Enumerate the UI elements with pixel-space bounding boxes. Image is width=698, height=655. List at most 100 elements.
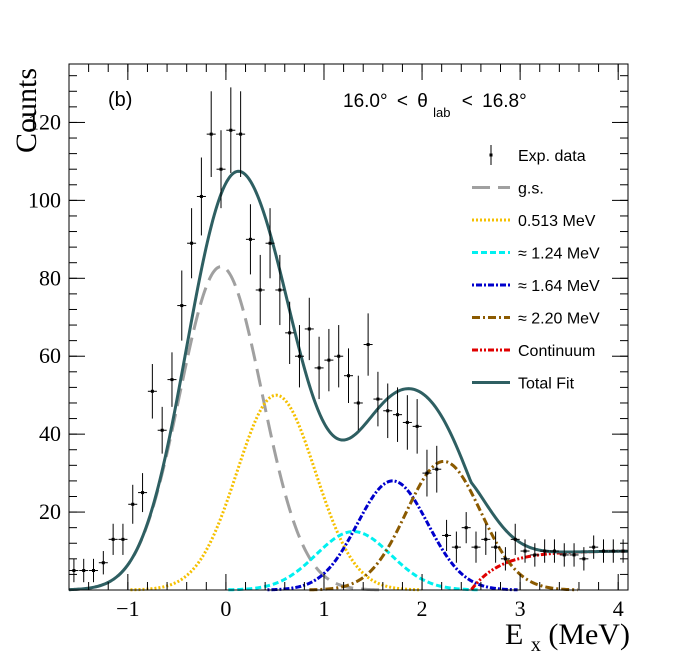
data-marker xyxy=(396,413,400,417)
data-point xyxy=(559,543,569,567)
data-point xyxy=(383,383,393,439)
data-point xyxy=(167,352,177,407)
data-point xyxy=(187,208,197,279)
data-marker xyxy=(199,194,203,198)
data-marker xyxy=(239,132,243,136)
curve-s124 xyxy=(228,530,479,592)
data-marker xyxy=(92,569,96,573)
data-point xyxy=(432,445,442,493)
x-tick-label: 4 xyxy=(613,596,624,621)
legend-label-total: Total Fit xyxy=(518,376,575,393)
data-point xyxy=(373,371,383,427)
data-marker xyxy=(337,354,341,358)
y-tick-label: 80 xyxy=(39,265,61,290)
x-tick-label: 2 xyxy=(417,596,428,621)
y-axis-label: Counts xyxy=(10,68,43,153)
data-point xyxy=(69,558,79,583)
data-point xyxy=(108,523,118,555)
data-point xyxy=(393,387,403,442)
data-marker xyxy=(572,553,576,557)
y-tick-label: 120 xyxy=(28,109,61,134)
data-point xyxy=(402,395,412,450)
data-marker xyxy=(376,397,380,401)
y-tick-label: 60 xyxy=(39,343,61,368)
data-marker xyxy=(513,537,517,541)
data-marker xyxy=(268,241,272,245)
data-point xyxy=(294,325,304,388)
data-marker xyxy=(454,545,458,549)
data-marker xyxy=(72,569,76,573)
legend-item-total: Total Fit xyxy=(472,376,575,393)
data-marker xyxy=(160,428,164,432)
data-point xyxy=(304,297,314,361)
legend-symbol-data-marker xyxy=(489,153,493,157)
data-points xyxy=(69,87,628,583)
x-tick-label: 0 xyxy=(220,596,231,621)
data-marker xyxy=(533,553,537,557)
data-marker xyxy=(288,331,292,335)
data-point xyxy=(334,325,344,388)
data-marker xyxy=(582,557,586,561)
data-point xyxy=(598,539,608,563)
data-marker xyxy=(150,389,154,393)
x-tick-label: 1 xyxy=(318,596,329,621)
angle-high: 16.8° xyxy=(482,91,527,112)
angle-lt-1: < xyxy=(397,91,408,112)
data-point xyxy=(216,130,226,209)
data-point xyxy=(138,473,148,513)
x-tick-label: 3 xyxy=(515,596,526,621)
data-point xyxy=(226,87,236,174)
data-marker xyxy=(141,491,145,495)
data-marker xyxy=(180,304,184,308)
data-point xyxy=(412,399,422,454)
data-marker xyxy=(278,288,282,292)
data-marker xyxy=(552,549,556,553)
data-marker xyxy=(425,471,429,475)
data-marker xyxy=(405,420,409,424)
angle-low: 16.0° xyxy=(343,91,388,112)
data-point xyxy=(491,531,501,563)
curve-s220 xyxy=(309,459,578,592)
data-point xyxy=(157,406,167,454)
data-marker xyxy=(307,327,311,331)
data-point xyxy=(79,558,89,583)
legend-item-s0513: 0.513 MeV xyxy=(472,213,596,230)
data-point xyxy=(549,539,559,563)
data-point xyxy=(245,204,255,275)
angle-lt-2: < xyxy=(462,91,473,112)
data-point xyxy=(118,523,128,555)
legend-label-s0513: 0.513 MeV xyxy=(518,213,596,230)
data-marker xyxy=(474,545,478,549)
data-marker xyxy=(347,374,350,378)
data-marker xyxy=(543,549,547,553)
data-marker xyxy=(366,343,370,347)
panel-label: (b) xyxy=(108,89,132,111)
data-point xyxy=(128,484,138,524)
data-point xyxy=(481,523,491,555)
data-point xyxy=(147,364,157,419)
data-point xyxy=(422,449,432,497)
data-marker xyxy=(503,557,507,561)
data-point xyxy=(442,519,452,552)
data-point xyxy=(314,336,324,400)
data-marker xyxy=(611,549,615,553)
data-point xyxy=(461,512,471,544)
data-marker xyxy=(209,132,213,136)
legend-item-data: Exp. data xyxy=(489,145,586,165)
legend: Exp. data g.s. 0.513 MeV ≈ 1.24 MeV ≈ 1.64 M… xyxy=(472,145,600,393)
data-point xyxy=(255,254,265,326)
data-point xyxy=(285,301,295,365)
data-marker xyxy=(82,569,86,573)
data-marker xyxy=(445,533,449,537)
data-marker xyxy=(435,467,439,471)
legend-label-data: Exp. data xyxy=(518,148,586,165)
data-marker xyxy=(258,288,262,292)
legend-label-s164: ≈ 1.64 MeV xyxy=(518,278,600,295)
data-point xyxy=(540,539,550,563)
data-point xyxy=(196,157,206,236)
data-marker xyxy=(248,237,252,241)
data-point xyxy=(324,328,334,392)
x-axis-label-main: E xyxy=(505,618,523,651)
data-point xyxy=(236,91,246,177)
